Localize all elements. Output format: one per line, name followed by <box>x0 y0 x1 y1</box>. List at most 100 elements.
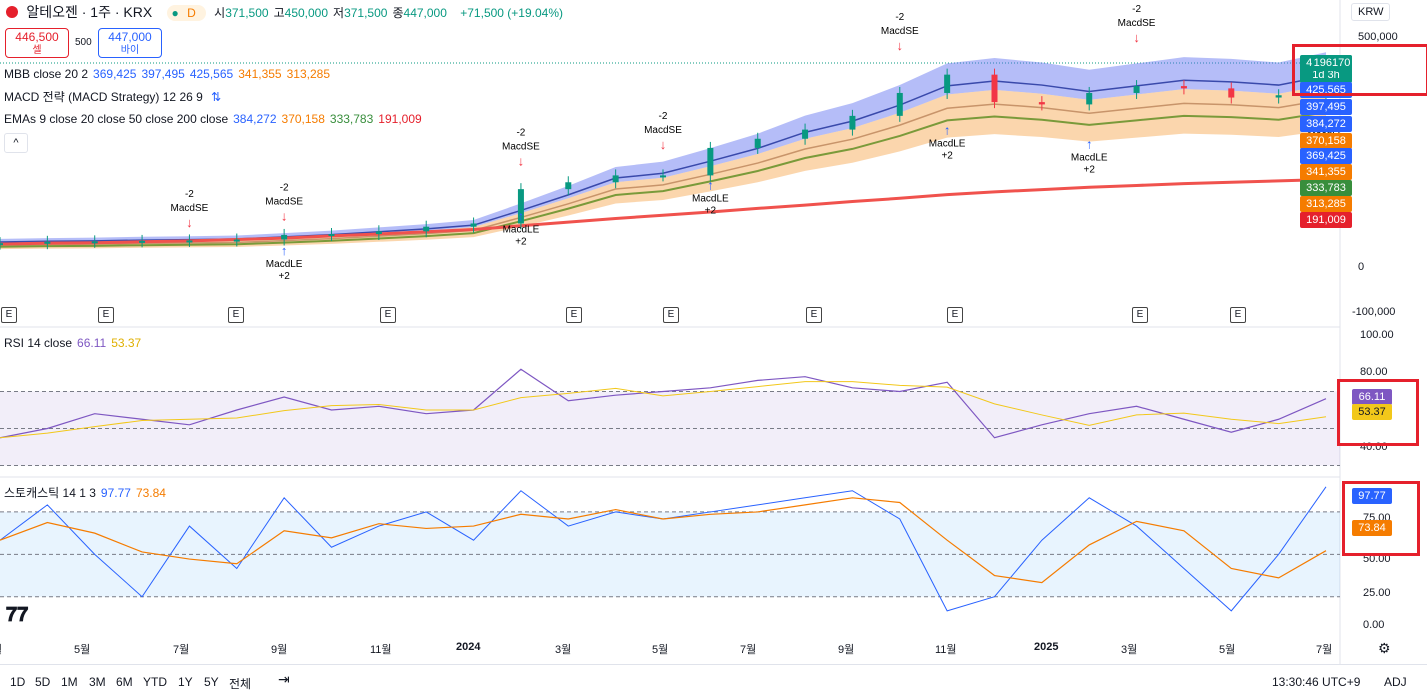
arrow-up-icon: ↑ <box>707 178 714 193</box>
stoch-axis-tag: 73.84 <box>1352 520 1392 536</box>
price-axis-tick: 500,000 <box>1358 31 1398 43</box>
candle-body <box>565 182 572 190</box>
time-axis-label: 3월 <box>555 644 572 656</box>
mbb-legend-value: 425,565 <box>189 67 234 81</box>
earnings-marker[interactable]: E <box>566 307 582 323</box>
signal-qty: -2 <box>516 128 525 139</box>
mbb-legend-value: 341,355 <box>238 67 282 81</box>
ohlc-value: 371,500 <box>225 6 269 20</box>
candle-body <box>423 226 430 232</box>
price-axis-tag: 333,783 <box>1300 180 1352 196</box>
signal-label: MacdLE <box>266 259 303 270</box>
range-button[interactable]: 5Y <box>204 675 219 689</box>
candle-body <box>470 223 477 227</box>
range-button[interactable]: 1M <box>61 675 78 689</box>
candle-body <box>802 129 809 139</box>
macd-legend[interactable]: MACD 전략 (MACD Strategy) 12 26 9 ⇅ <box>4 89 226 105</box>
stoch-axis-tick: 50.00 <box>1363 553 1391 565</box>
signal-label: MacdSE <box>265 197 303 208</box>
rsi-axis-tag: 53.37 <box>1352 404 1392 420</box>
emas-legend-value: 370,158 <box>281 112 325 126</box>
arrow-down-icon: ↓ <box>897 38 904 53</box>
rsi-legend-value: 53.37 <box>111 336 142 350</box>
sell-button[interactable]: 446,500 셀 <box>5 28 69 58</box>
candle-body <box>1086 92 1093 105</box>
buy-button[interactable]: 447,000 바이 <box>98 28 162 58</box>
price-axis-tag: 369,425 <box>1300 148 1352 164</box>
arrow-down-icon: ↓ <box>186 215 193 230</box>
mbb-legend[interactable]: MBB close 20 2 369,425 397,495 425,565 341,3… <box>4 66 340 82</box>
range-button[interactable]: 5D <box>35 675 51 689</box>
signal-label: MacdLE <box>1071 152 1108 163</box>
clock-time[interactable]: 13:30:46 UTC+9 <box>1272 675 1361 689</box>
candle-body <box>1038 102 1045 105</box>
emas-legend-value: 384,272 <box>233 112 277 126</box>
price-axis-tag: 397,495 <box>1300 99 1352 115</box>
earnings-marker[interactable]: E <box>947 307 963 323</box>
collapse-legend-button[interactable]: ^ <box>4 133 28 153</box>
time-axis-label: 9월 <box>838 644 855 656</box>
chevron-up-icon: ^ <box>13 137 19 149</box>
earnings-marker[interactable]: E <box>98 307 114 323</box>
adj-toggle[interactable]: ADJ <box>1384 675 1407 689</box>
range-button[interactable]: 6M <box>116 675 133 689</box>
highlight-stoch-tags <box>1342 481 1420 556</box>
candle-body <box>707 147 714 176</box>
signal-label: MacdSE <box>881 26 919 37</box>
time-axis-label: 2025 <box>1034 641 1059 653</box>
strategy-report-icon[interactable]: ⇅ <box>211 90 222 104</box>
rsi-axis-tick: 80.00 <box>1360 366 1388 378</box>
buy-price: 447,000 <box>108 30 152 44</box>
range-button[interactable]: 1Y <box>178 675 193 689</box>
candle-body <box>517 189 524 224</box>
stoch-axis-tag: 97.77 <box>1352 488 1392 504</box>
earnings-marker[interactable]: E <box>1 307 17 323</box>
tradingview-logo[interactable]: 𝟕𝟕 <box>6 604 29 626</box>
price-axis-tag: 384,272 <box>1300 116 1352 132</box>
time-axis-label: 5월 <box>74 644 91 656</box>
volume-tag: 196170 <box>1312 55 1352 71</box>
earnings-marker[interactable]: E <box>1132 307 1148 323</box>
mbb-legend-name: MBB close 20 2 <box>4 67 89 81</box>
candle-body <box>1180 86 1187 89</box>
range-button[interactable]: 3M <box>89 675 106 689</box>
earnings-marker[interactable]: E <box>1230 307 1246 323</box>
stoch-legend-name: 스토캐스틱 14 1 3 <box>4 486 96 500</box>
arrow-down-icon: ↓ <box>660 137 667 152</box>
mbb-legend-value: 369,425 <box>93 67 137 81</box>
range-button[interactable]: 1D <box>10 675 26 689</box>
macd-legend-name: MACD 전략 (MACD Strategy) 12 26 9 <box>4 90 203 104</box>
date-range-icon[interactable]: ⇥ <box>278 671 290 687</box>
candle-body <box>1228 88 1235 98</box>
signal-qty: -2 <box>895 12 904 23</box>
time-axis-label: 7월 <box>740 644 757 656</box>
candle-body <box>91 241 98 244</box>
range-button[interactable]: 전체 <box>229 677 252 691</box>
earnings-marker[interactable]: E <box>806 307 822 323</box>
earnings-marker[interactable]: E <box>663 307 679 323</box>
spread-value: 500 <box>75 37 92 48</box>
earnings-marker[interactable]: E <box>380 307 396 323</box>
buy-label: 바이 <box>120 45 140 56</box>
range-button[interactable]: YTD <box>143 675 167 689</box>
time-axis-label: 7월 <box>1316 644 1333 656</box>
earnings-marker[interactable]: E <box>228 307 244 323</box>
signal-label: MacdSE <box>171 203 209 214</box>
emas-legend[interactable]: EMAs 9 close 20 close 50 close 200 close… <box>4 111 432 127</box>
bb-lower-fill <box>0 85 1326 250</box>
price-axis-tick: -100,000 <box>1352 306 1396 318</box>
ema-20-line <box>0 98 1327 246</box>
stoch-legend[interactable]: 스토캐스틱 14 1 3 97.77 73.84 <box>4 485 176 501</box>
ohlc-label: 시 <box>214 6 226 20</box>
stoch-d-line <box>0 497 1327 584</box>
symbol-title[interactable]: 알테오젠 · 1주 · KRX <box>26 4 153 20</box>
rsi-legend[interactable]: RSI 14 close 66.11 53.37 <box>4 335 151 351</box>
stoch-axis-tick: 0.00 <box>1363 619 1385 631</box>
candle-body <box>233 239 240 242</box>
arrow-up-icon: ↑ <box>281 243 288 258</box>
time-axis-label: 9월 <box>271 644 288 656</box>
currency-button[interactable]: KRW <box>1351 3 1391 21</box>
signal-qty: -2 <box>659 111 668 122</box>
settings-gear-icon[interactable]: ⚙ <box>1378 640 1391 656</box>
